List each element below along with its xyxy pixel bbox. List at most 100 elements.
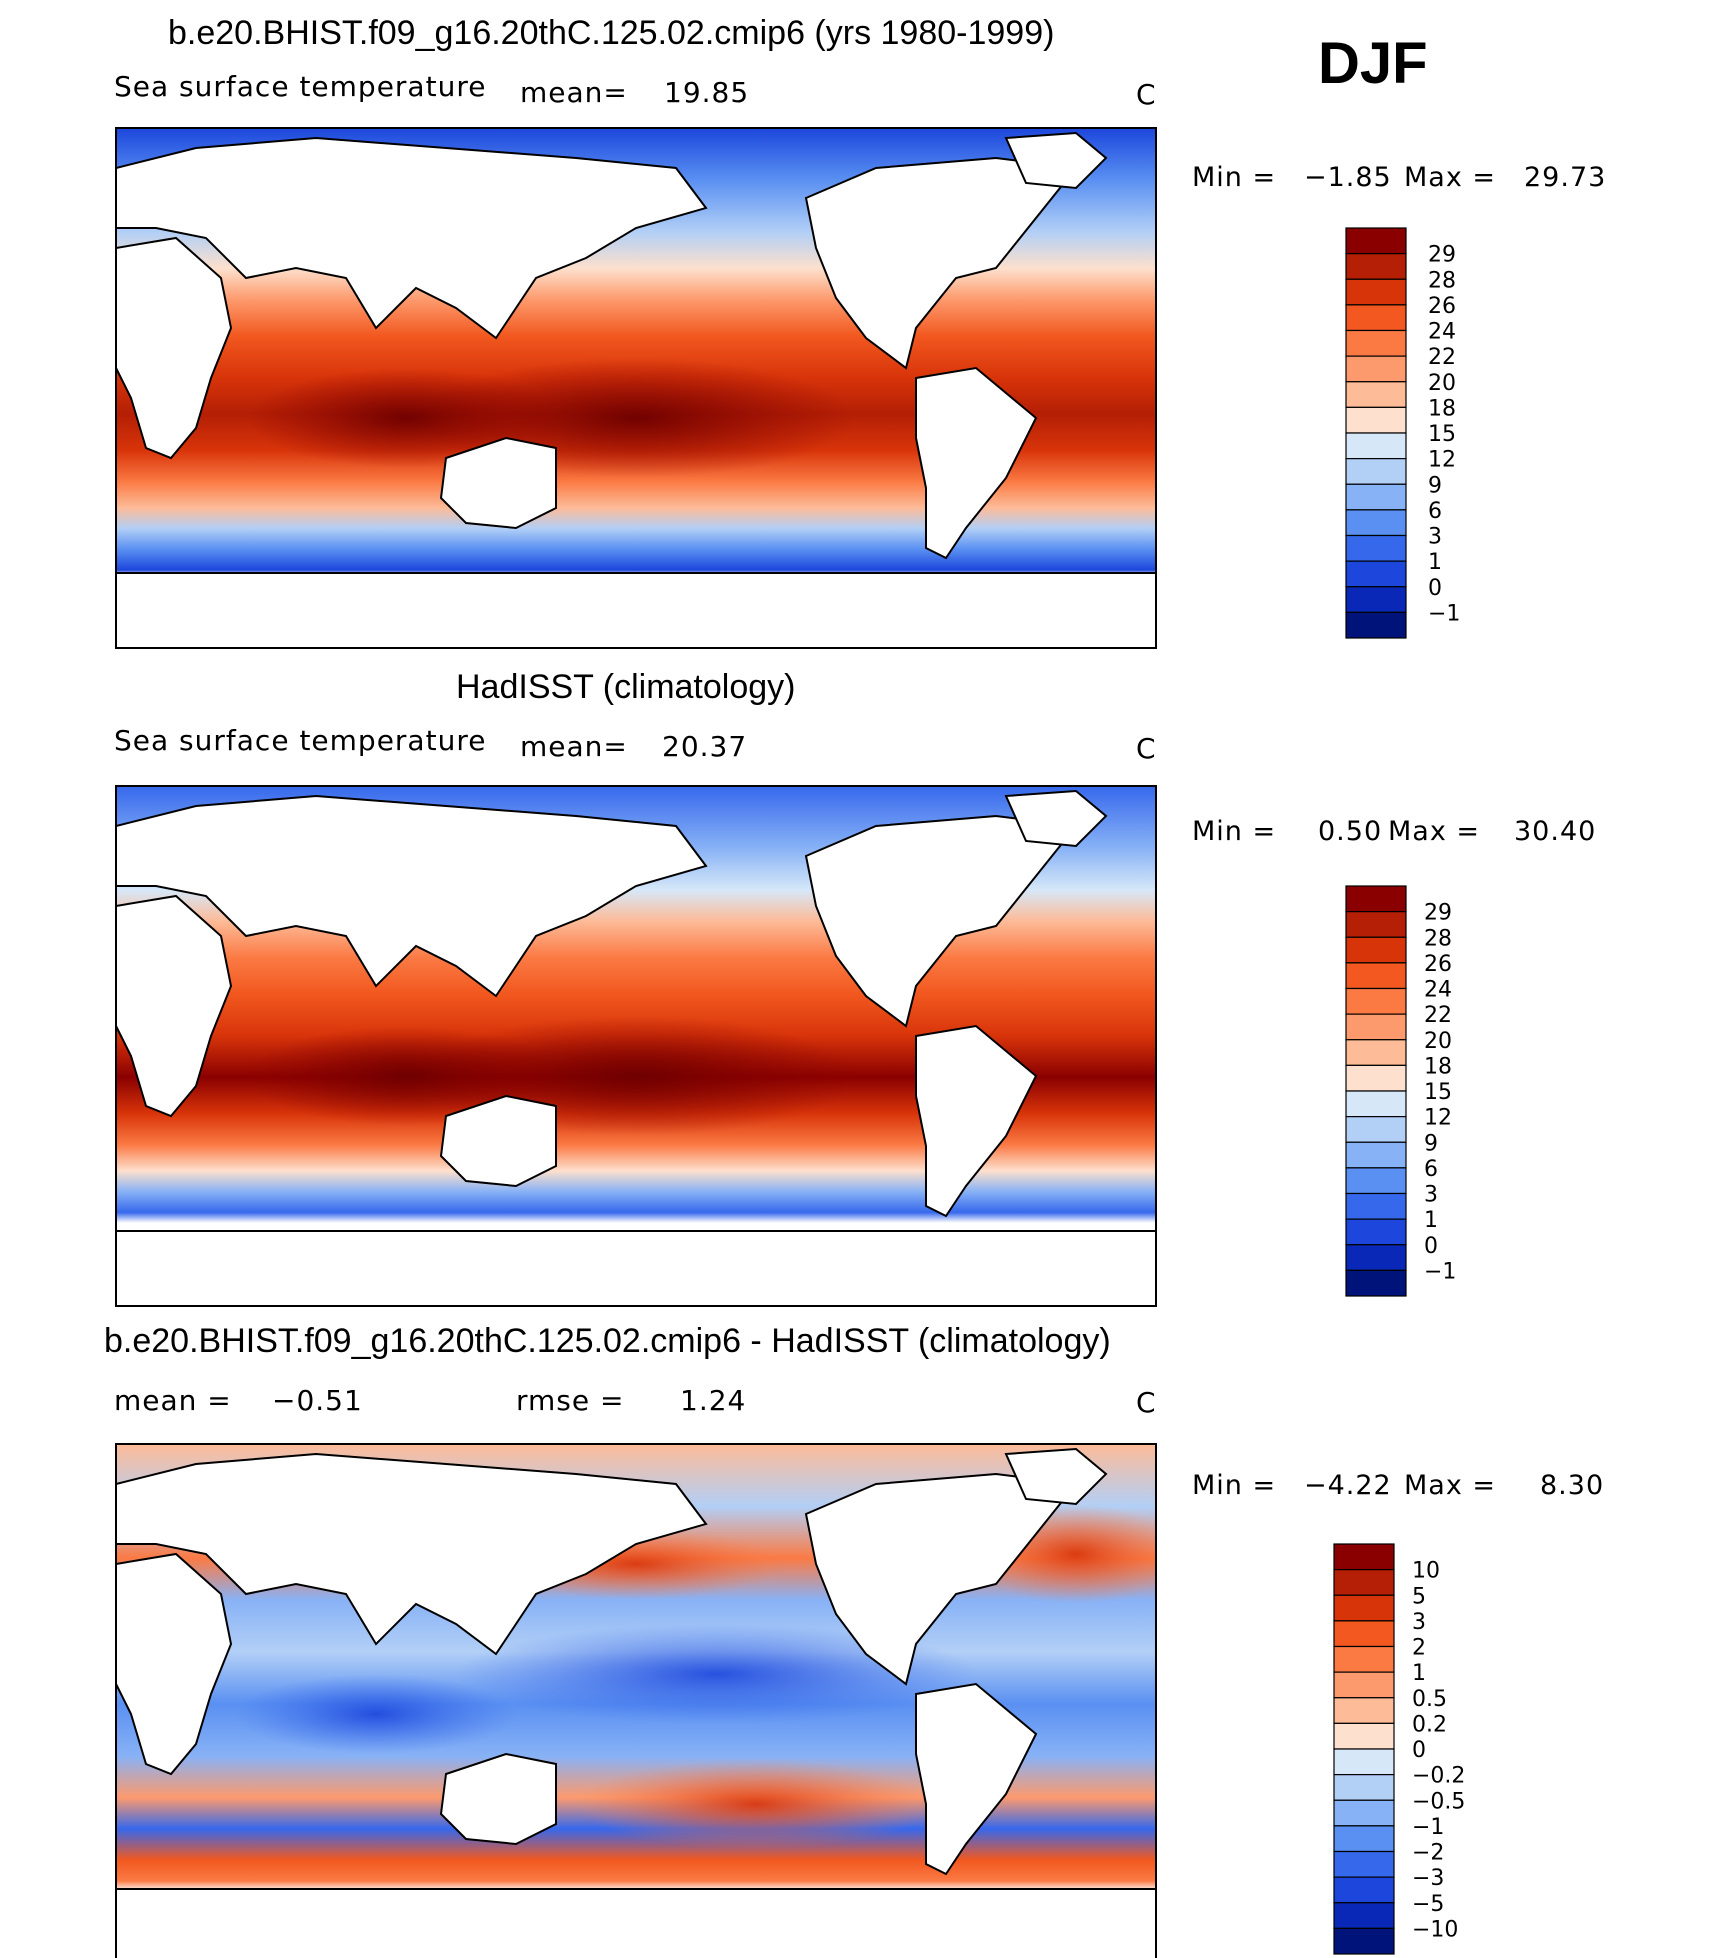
colorbar-swatch: [1345, 1141, 1407, 1169]
colorbar-swatch: [1345, 586, 1407, 613]
indian-ocean-cold-bias: [236, 1674, 516, 1754]
map-frame: [115, 1443, 1157, 1958]
panel3-mean-value: −0.51: [272, 1384, 363, 1417]
colorbar-swatch: [1345, 1064, 1407, 1092]
colorbar-swatch: [1333, 1799, 1395, 1827]
panel1-min-label: Min =: [1192, 162, 1277, 193]
colorbar-swatch: [1345, 611, 1407, 639]
colorbar-tick-label: −3: [1412, 1866, 1444, 1891]
colorbar-tick-label: 26: [1424, 952, 1452, 977]
colorbar-swatch: [1333, 1645, 1395, 1673]
colorbar-swatch: [1345, 509, 1407, 537]
colorbar-swatch: [1333, 1825, 1395, 1853]
panel2-max-value: 30.40: [1514, 816, 1597, 847]
colorbar-tick-label: −1: [1428, 601, 1460, 626]
colorbar-tick-label: 20: [1424, 1029, 1452, 1054]
colorbar-swatch: [1333, 1569, 1395, 1596]
colorbar-tick-label: 12: [1428, 448, 1456, 473]
colorbar-tick-label: 18: [1428, 396, 1456, 421]
panel1-variable-label: Sea surface temperature: [114, 70, 487, 103]
colorbar-swatch: [1345, 936, 1407, 964]
colorbar-tick-label: 3: [1424, 1183, 1438, 1208]
colorbar-tick-label: 9: [1428, 473, 1442, 498]
map-panel-3: [115, 1443, 1157, 1958]
panel2-mean-label: mean=: [520, 730, 628, 763]
panel1-title: b.e20.BHIST.f09_g16.20thC.125.02.cmip6 (…: [168, 14, 1055, 52]
map-frame: [115, 785, 1157, 1307]
indian-ocean-warm: [246, 368, 566, 468]
colorbar-tick-label: 9: [1424, 1131, 1438, 1156]
map-panel-2: [115, 785, 1157, 1307]
colorbar-swatch: [1345, 406, 1407, 434]
colorbar-swatch: [1345, 458, 1407, 485]
colorbar-tick-label: 1: [1428, 550, 1442, 575]
panel3-max-label: Max =: [1404, 1470, 1497, 1501]
colorbar-swatch: [1333, 1594, 1395, 1622]
colorbar-tick-label: 22: [1428, 345, 1456, 370]
panel3-min-label: Min =: [1192, 1470, 1277, 1501]
south-pacific-warm-bias: [576, 1759, 936, 1849]
colorbar-tick-label: 24: [1424, 978, 1452, 1003]
colorbar-swatch: [1345, 483, 1407, 511]
panel2-min-label: Min =: [1192, 816, 1277, 847]
panel3-min-value: −4.22: [1304, 1470, 1392, 1501]
season-label: DJF: [1318, 31, 1428, 96]
panel1-max-label: Max =: [1404, 162, 1497, 193]
panel2-max-label: Max =: [1388, 816, 1481, 847]
colorbar-swatch: [1345, 885, 1407, 913]
panel2-min-value: 0.50: [1318, 816, 1383, 847]
colorbar-swatch: [1345, 1269, 1407, 1297]
colorbar-tick-label: 12: [1424, 1106, 1452, 1131]
colorbar-tick-label: −5: [1412, 1892, 1444, 1917]
colorbar-swatch: [1345, 304, 1407, 332]
colorbar-swatch: [1345, 911, 1407, 938]
colorbar-swatch: [1333, 1876, 1395, 1904]
panel3-units: C: [1136, 1386, 1157, 1419]
colorbar-tick-label: 3: [1428, 525, 1442, 550]
map-frame: [115, 127, 1157, 649]
colorbar-swatch: [1345, 1192, 1407, 1220]
colorbar-tick-label: 18: [1424, 1054, 1452, 1079]
colorbar-tick-label: −1: [1424, 1259, 1456, 1284]
colorbar-swatch: [1333, 1850, 1395, 1878]
colorbar-swatch: [1345, 987, 1407, 1015]
colorbar-tick-label: 10: [1412, 1559, 1440, 1584]
colorbar-swatch: [1345, 329, 1407, 357]
colorbar-tick-label: −0.2: [1412, 1764, 1465, 1789]
colorbar-swatch: [1345, 1090, 1407, 1118]
tropical-pacific-cold-bias: [456, 1624, 976, 1724]
panel1-max-value: 29.73: [1524, 162, 1607, 193]
colorbar-swatch: [1345, 253, 1407, 280]
colorbar-tick-label: 24: [1428, 320, 1456, 345]
colorbar-swatch: [1333, 1671, 1395, 1699]
panel1-mean-label: mean=: [520, 76, 628, 109]
colorbar-tick-label: 0.2: [1412, 1712, 1447, 1737]
colorbar-swatch: [1345, 560, 1407, 588]
map-panel-1: [115, 127, 1157, 649]
colorbar-swatch: [1345, 534, 1407, 562]
colorbar-tick-label: −1: [1412, 1815, 1444, 1840]
colorbar-tick-label: 20: [1428, 371, 1456, 396]
colorbar-tick-label: 6: [1424, 1157, 1438, 1182]
colorbar-tick-label: −2: [1412, 1841, 1444, 1866]
colorbar-tick-label: 0: [1412, 1738, 1426, 1763]
colorbar-swatch: [1345, 278, 1407, 306]
colorbar-tick-label: −10: [1412, 1917, 1458, 1942]
colorbar-tick-label: 3: [1412, 1610, 1426, 1635]
colorbar-tick-label: 5: [1412, 1584, 1426, 1609]
indian-ocean-warm: [246, 1026, 566, 1126]
colorbar-swatch: [1345, 381, 1407, 408]
panel1-mean-value: 19.85: [664, 76, 750, 109]
colorbar-swatch: [1345, 1116, 1407, 1143]
colorbar-swatch: [1345, 1218, 1407, 1246]
panel3-title: b.e20.BHIST.f09_g16.20thC.125.02.cmip6 -…: [104, 1322, 1111, 1360]
colorbar-swatch: [1333, 1543, 1395, 1571]
colorbar-swatch: [1345, 432, 1407, 460]
colorbar-tick-label: 0.5: [1412, 1687, 1447, 1712]
panel2-variable-label: Sea surface temperature: [114, 724, 487, 757]
panel2-title: HadISST (climatology): [456, 668, 796, 706]
panel1-units: C: [1136, 78, 1157, 111]
